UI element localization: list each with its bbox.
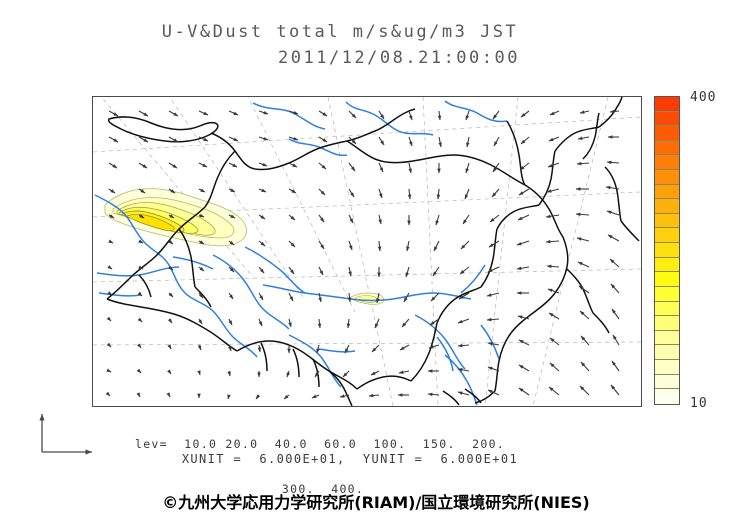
contour-levels-line1: lev= 10.0 20.0 40.0 60.0 100. 150. 200. — [134, 437, 506, 451]
colorbar-band-3 — [655, 140, 679, 156]
gridlines — [93, 97, 641, 406]
colorbar-band-1 — [655, 111, 679, 127]
colorbar-band-20 — [655, 389, 679, 404]
colorbar-band-18 — [655, 359, 679, 375]
colorbar-band-9 — [655, 228, 679, 244]
colorbar-band-17 — [655, 345, 679, 360]
chart-title: U-V&Dust total m/s&ug/m3 JST 2011/12/08.… — [0, 22, 680, 68]
contour-levels: lev= 10.0 20.0 40.0 60.0 100. 150. 200. … — [0, 409, 640, 510]
colorbar-min-label: 10 — [690, 396, 708, 411]
colorbar-band-19 — [655, 374, 679, 390]
title-variable-line: U-V&Dust total m/s&ug/m3 JST — [161, 22, 519, 42]
wind-vectors — [105, 109, 620, 400]
colorbar-band-10 — [655, 243, 679, 258]
colorbar-band-2 — [655, 126, 679, 141]
colorbar-band-11 — [655, 257, 679, 273]
colorbar-band-16 — [655, 330, 679, 346]
map-panel — [92, 96, 642, 407]
colorbar-band-7 — [655, 199, 679, 214]
rivers — [94, 100, 508, 406]
colorbar-band-0 — [655, 97, 679, 112]
title-datetime-line: 2011/12/08.21:00:00 — [278, 48, 520, 68]
vector-scale-legend — [34, 404, 104, 458]
colorbar-max-label: 400 — [690, 90, 717, 105]
colorbar-band-4 — [655, 155, 679, 171]
contour-levels-line2: 300. 400. — [281, 482, 365, 496]
coastlines-borders — [106, 97, 640, 406]
map-canvas — [93, 97, 641, 406]
colorbar-band-5 — [655, 170, 679, 185]
colorbar-band-15 — [655, 316, 679, 331]
colorbar-band-6 — [655, 184, 679, 200]
colorbar-band-13 — [655, 286, 679, 302]
copyright-credit: ©九州大学応用力学研究所(RIAM)/国立環境研究所(NIES) — [162, 493, 590, 512]
vector-unit-line: XUNIT = 6.000E+01, YUNIT = 6.000E+01 — [181, 452, 519, 466]
colorbar-band-14 — [655, 301, 679, 317]
colorbar-band-12 — [655, 272, 679, 287]
colorbar — [654, 96, 680, 405]
colorbar-band-8 — [655, 213, 679, 229]
